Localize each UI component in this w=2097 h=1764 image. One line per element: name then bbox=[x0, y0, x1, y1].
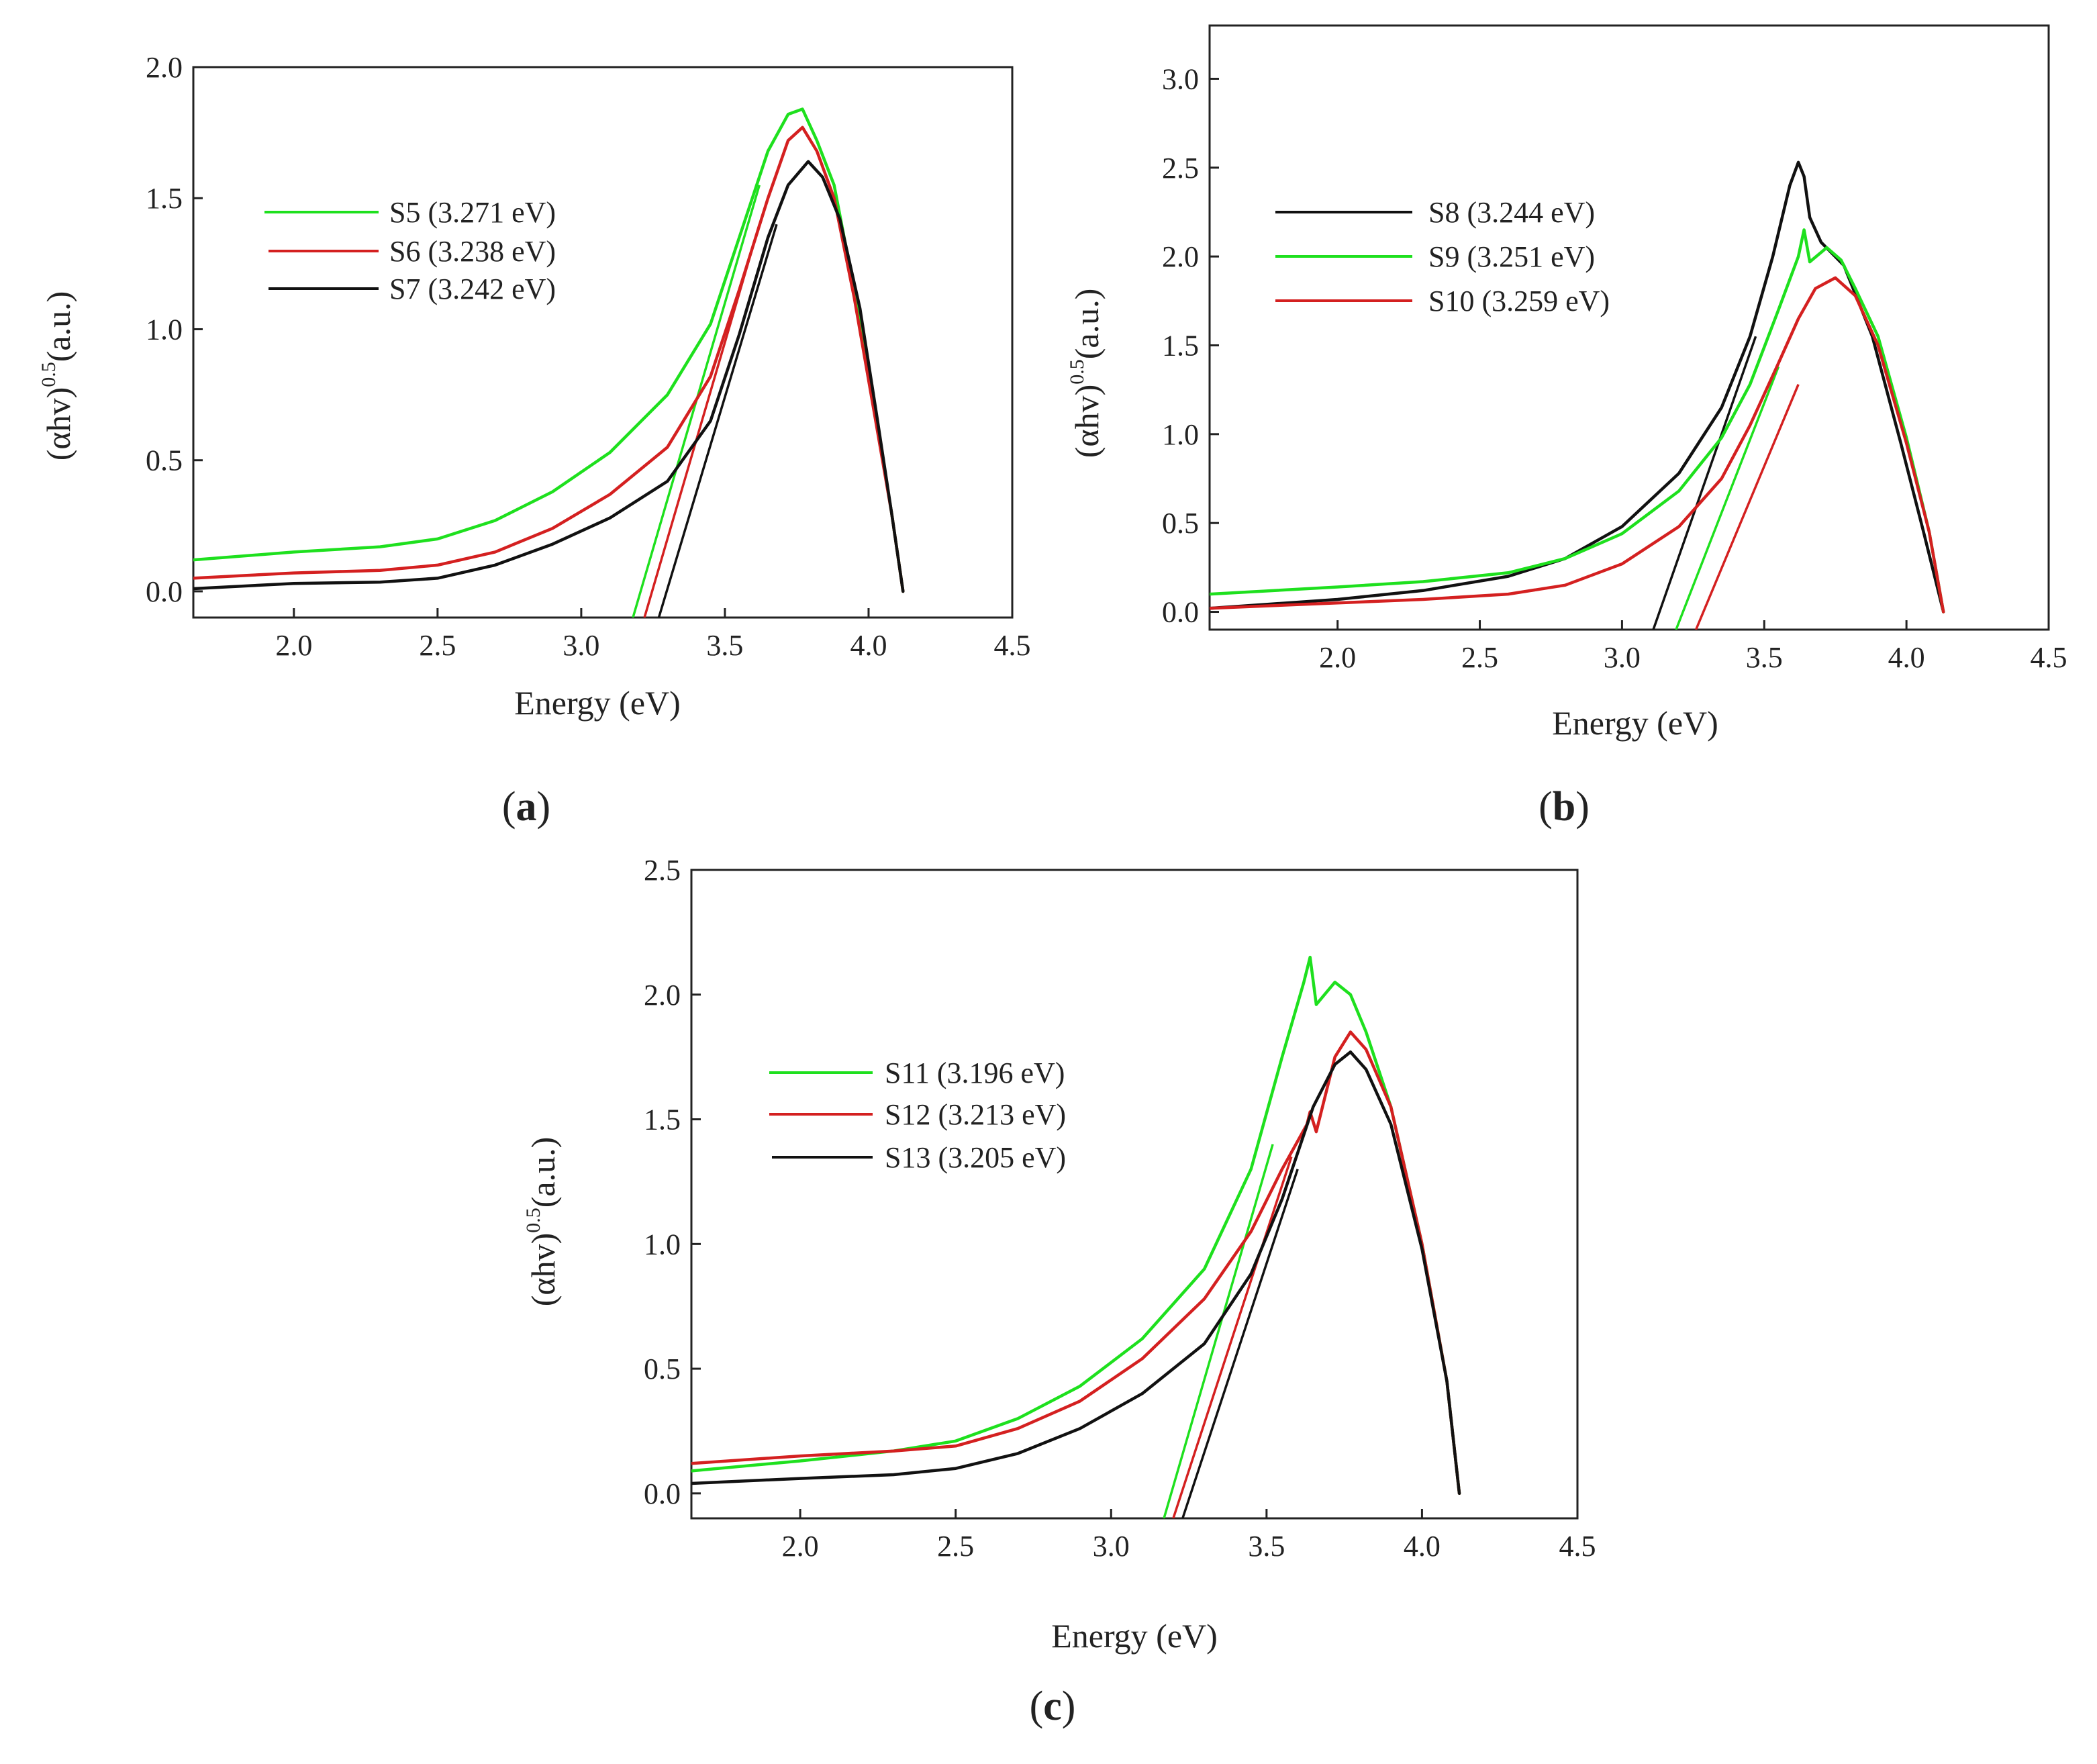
y-tick-label: 1.5 bbox=[146, 182, 183, 215]
x-tick-label: 3.0 bbox=[1093, 1530, 1130, 1563]
tangent-fit-line bbox=[657, 224, 778, 618]
x-tick-label: 2.5 bbox=[937, 1530, 974, 1563]
legend-label: S11 (3.196 eV) bbox=[885, 1057, 1065, 1089]
y-tick-label: 2.0 bbox=[644, 979, 681, 1012]
chart-panel-a: 2.0 2.5 3.0 3.5 4.0 4.5 0.0 0.5 1.0 1.5 2.0 Energy… bbox=[38, 51, 1031, 830]
series-line-s10 bbox=[1210, 276, 1945, 614]
x-tick-label: 4.0 bbox=[1888, 641, 1925, 674]
series-line-s13 bbox=[691, 1050, 1461, 1496]
y-axis-label: (αhv)0.5(a.u.) bbox=[1066, 289, 1106, 458]
tangent-fit-line bbox=[1181, 1169, 1299, 1518]
legend-label: S8 (3.244 eV) bbox=[1428, 196, 1595, 229]
legend-label: S5 (3.271 eV) bbox=[389, 196, 556, 229]
x-tick-label: 4.0 bbox=[1404, 1530, 1441, 1563]
x-tick-label: 4.0 bbox=[850, 629, 887, 662]
chart-panel-c: 2.0 2.5 3.0 3.5 4.0 4.5 0.0 0.5 1.0 1.5 2.0 2.5 Ene… bbox=[522, 854, 1596, 1729]
series-line-s8 bbox=[1210, 160, 1945, 614]
y-axis-label: (αhv)0.5(a.u.) bbox=[522, 1137, 562, 1307]
series-line-s11 bbox=[691, 955, 1461, 1496]
y-tick-label: 1.0 bbox=[644, 1228, 681, 1261]
y-tick-label: 2.0 bbox=[1162, 240, 1199, 273]
plot-frame bbox=[690, 869, 1579, 1520]
y-tick-label: 3.0 bbox=[1162, 62, 1199, 95]
y-axis-label: (αhv)0.5(a.u.) bbox=[38, 291, 77, 461]
x-tick-label: 2.5 bbox=[1461, 641, 1498, 674]
legend-label: S9 (3.251 eV) bbox=[1428, 240, 1595, 273]
x-tick-label: 4.5 bbox=[1559, 1530, 1596, 1563]
tangent-fit-line bbox=[1652, 336, 1757, 630]
y-tick-label: 2.5 bbox=[1162, 152, 1199, 185]
y-tick-label: 0.0 bbox=[644, 1477, 681, 1510]
legend-label: S13 (3.205 eV) bbox=[885, 1141, 1066, 1174]
y-tick-label: 1.5 bbox=[644, 1104, 681, 1136]
y-tick-label: 0.0 bbox=[1162, 596, 1199, 629]
legend-label: S12 (3.213 eV) bbox=[885, 1098, 1066, 1131]
plot-frame bbox=[1208, 24, 2050, 631]
legend: S8 (3.244 eV) S9 (3.251 eV) S10 (3.259 e… bbox=[1275, 196, 1610, 317]
x-tick-label: 4.5 bbox=[994, 629, 1031, 662]
tangent-fit-line bbox=[1694, 384, 1800, 630]
legend: S11 (3.196 eV) S12 (3.213 eV) S13 (3.205… bbox=[769, 1057, 1066, 1174]
panel-label: (b) bbox=[1539, 784, 1590, 830]
series-line-s6 bbox=[193, 126, 905, 593]
x-tick-label: 2.0 bbox=[275, 629, 312, 662]
series-line-s7 bbox=[193, 160, 905, 593]
tangent-fit-line bbox=[1163, 1144, 1274, 1518]
plot-frame bbox=[192, 66, 1014, 619]
legend-label: S6 (3.238 eV) bbox=[389, 235, 556, 268]
legend-label: S10 (3.259 eV) bbox=[1428, 285, 1610, 317]
legend: S5 (3.271 eV) S6 (3.238 eV) S7 (3.242 eV… bbox=[264, 196, 556, 305]
y-tick-label: 0.5 bbox=[146, 444, 183, 477]
x-tick-label: 2.5 bbox=[419, 629, 456, 662]
x-tick-label: 3.0 bbox=[1604, 641, 1641, 674]
tangent-fit-line bbox=[1172, 1156, 1293, 1518]
panel-label: (a) bbox=[502, 784, 550, 830]
x-axis-label: Energy (eV) bbox=[514, 684, 681, 722]
chart-panel-b: 2.0 2.5 3.0 3.5 4.0 4.50.00.51.01.52.02.53.0 … bbox=[1066, 24, 2067, 830]
tangent-fit-line bbox=[1675, 366, 1780, 630]
series-line-s12 bbox=[691, 1030, 1461, 1496]
y-tick-label: 0.5 bbox=[644, 1353, 681, 1385]
y-tick-label: 1.5 bbox=[1162, 329, 1199, 362]
y-tick-label: 1.0 bbox=[146, 313, 183, 346]
y-tick-label: 2.5 bbox=[644, 854, 681, 887]
x-tick-label: 3.5 bbox=[1248, 1530, 1285, 1563]
y-tick-label: 0.0 bbox=[146, 575, 183, 608]
series-line-s5 bbox=[193, 107, 905, 593]
x-axis-label: Energy (eV) bbox=[1552, 704, 1718, 742]
x-axis-label: Energy (eV) bbox=[1051, 1617, 1218, 1655]
x-tick-label: 3.5 bbox=[1746, 641, 1783, 674]
x-tick-label: 3.0 bbox=[563, 629, 599, 662]
y-tick-label: 2.0 bbox=[146, 51, 183, 84]
x-tick-label: 3.5 bbox=[706, 629, 743, 662]
y-tick-label: 0.5 bbox=[1162, 507, 1199, 540]
x-tick-label: 2.0 bbox=[782, 1530, 819, 1563]
y-tick-label: 1.0 bbox=[1162, 418, 1199, 451]
x-tick-label: 2.0 bbox=[1319, 641, 1356, 674]
panel-label: (c) bbox=[1030, 1683, 1076, 1729]
x-tick-label: 4.5 bbox=[2031, 641, 2067, 674]
legend-label: S7 (3.242 eV) bbox=[389, 273, 556, 305]
series-line-s9 bbox=[1210, 228, 1945, 614]
